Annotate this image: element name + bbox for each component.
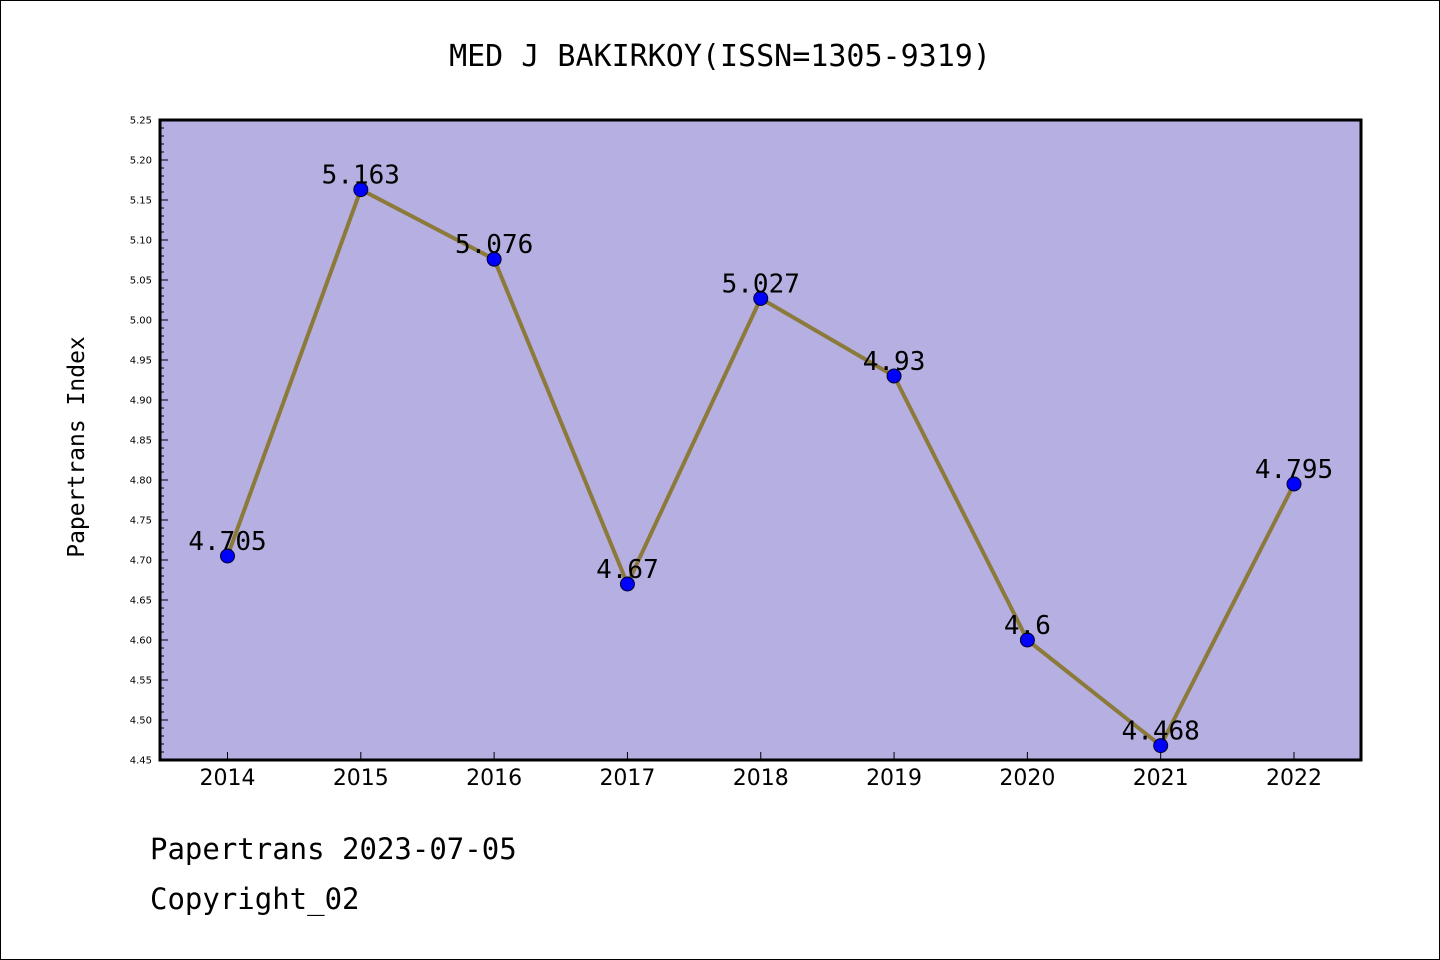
footer-copyright: Copyright_02 xyxy=(150,882,360,916)
data-point-2017 xyxy=(619,576,635,592)
data-label-2020: 4.6 xyxy=(1004,611,1051,641)
data-point-2021 xyxy=(1153,738,1169,754)
x-tick-label: 2021 xyxy=(1133,766,1189,791)
x-tick-label: 2017 xyxy=(599,766,655,791)
data-label-2015: 5.163 xyxy=(322,161,400,191)
y-tick-label: 4.50 xyxy=(130,716,152,727)
y-tick-label: 4.85 xyxy=(130,436,152,447)
y-tick-label: 4.60 xyxy=(130,636,152,647)
y-tick-label: 4.75 xyxy=(130,516,152,527)
data-point-2015 xyxy=(353,182,369,198)
x-tick-label: 2014 xyxy=(200,766,256,791)
y-tick-label: 5.25 xyxy=(130,116,152,127)
y-tick-label: 4.65 xyxy=(130,596,152,607)
x-tick-label: 2018 xyxy=(733,766,789,791)
data-markers xyxy=(220,182,1302,754)
footer-date: Papertrans 2023-07-05 xyxy=(150,832,517,866)
y-tick-label: 4.95 xyxy=(130,356,152,367)
x-tick-label: 2020 xyxy=(999,766,1055,791)
y-tick-label: 5.10 xyxy=(130,236,152,247)
plot-border xyxy=(158,118,1363,762)
y-tick-label: 5.20 xyxy=(130,156,152,167)
data-point-2022 xyxy=(1286,476,1302,492)
x-axis-ticks: 2014 2015 2016 2017 2018 2019 2020 2021 2022 xyxy=(200,752,1322,791)
y-tick-label: 5.15 xyxy=(130,196,152,207)
y-tick-label: 5.05 xyxy=(130,276,152,287)
y-tick-label: 4.90 xyxy=(130,396,152,407)
data-point-2019 xyxy=(886,368,902,384)
data-label-2022: 4.795 xyxy=(1255,455,1333,485)
chart-title: MED J BAKIRKOY(ISSN=1305-9319) xyxy=(449,39,991,74)
y-tick-label: 4.70 xyxy=(130,556,152,567)
data-point-2018 xyxy=(753,290,769,306)
x-tick-label: 2015 xyxy=(333,766,389,791)
plot-area xyxy=(160,120,1361,760)
data-point-2014 xyxy=(220,548,235,564)
y-tick-label: 5.00 xyxy=(130,316,152,327)
data-label-2017: 4.67 xyxy=(596,555,659,585)
x-tick-label: 2019 xyxy=(866,766,922,791)
data-labels: 4.705 5.163 5.076 4.67 5.027 4.93 4.6 4.468 4.79… xyxy=(188,161,1333,747)
data-label-2016: 5.076 xyxy=(455,230,533,260)
data-point-2020 xyxy=(1019,632,1035,648)
x-tick-label: 2022 xyxy=(1266,766,1322,791)
data-label-2019: 4.93 xyxy=(863,347,926,377)
y-tick-label: 4.80 xyxy=(130,476,152,487)
y-axis-label: Papertrans Index xyxy=(64,336,90,558)
data-label-2021: 4.468 xyxy=(1122,717,1200,747)
x-tick-label: 2016 xyxy=(466,766,522,791)
data-label-2018: 5.027 xyxy=(722,269,800,299)
y-tick-label: 4.45 xyxy=(130,756,152,767)
y-tick-label: 4.55 xyxy=(130,676,152,687)
data-point-2016 xyxy=(486,251,502,267)
data-label-2014: 4.705 xyxy=(188,527,266,557)
